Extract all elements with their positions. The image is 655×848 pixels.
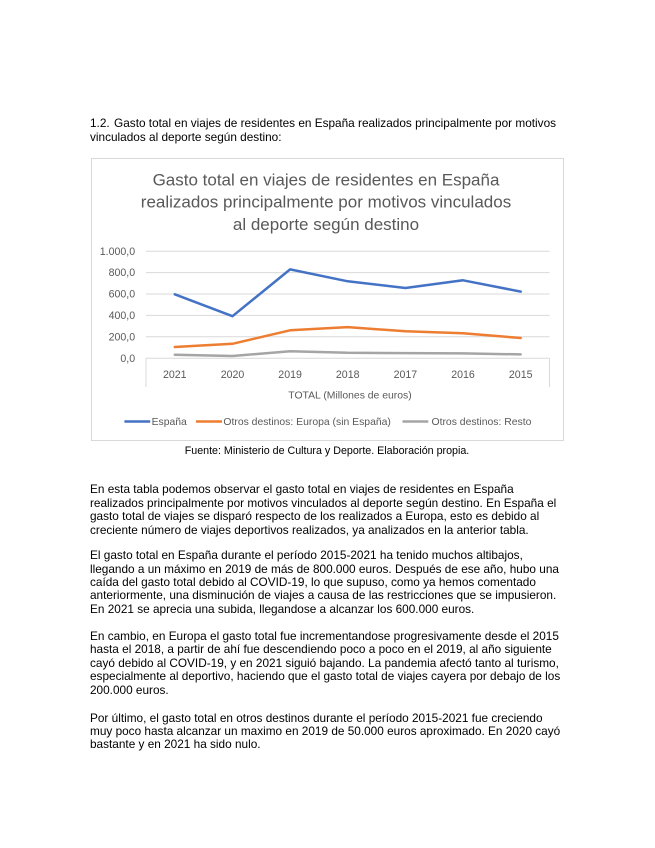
svg-text:2019: 2019 bbox=[278, 369, 302, 381]
svg-text:200,0: 200,0 bbox=[109, 331, 136, 343]
svg-text:0,0: 0,0 bbox=[120, 353, 135, 365]
svg-text:al deporte según destino: al deporte según destino bbox=[233, 215, 419, 234]
svg-text:2017: 2017 bbox=[394, 369, 418, 381]
svg-text:Gasto total en viajes de resid: Gasto total en viajes de residentes en E… bbox=[153, 171, 500, 190]
svg-text:Otros destinos: Europa (sin Es: Otros destinos: Europa (sin España) bbox=[223, 417, 391, 428]
svg-text:realizados principalmente por: realizados principalmente por motivos vi… bbox=[141, 193, 511, 212]
svg-text:600,0: 600,0 bbox=[109, 289, 136, 301]
svg-text:2021: 2021 bbox=[163, 369, 187, 381]
svg-text:Otros destinos: Resto: Otros destinos: Resto bbox=[432, 417, 532, 428]
svg-text:2018: 2018 bbox=[336, 369, 360, 381]
svg-text:2016: 2016 bbox=[451, 369, 475, 381]
svg-text:España: España bbox=[152, 417, 187, 428]
svg-text:2020: 2020 bbox=[221, 369, 245, 381]
svg-text:2015: 2015 bbox=[509, 369, 533, 381]
svg-text:1.000,0: 1.000,0 bbox=[100, 246, 135, 258]
svg-text:400,0: 400,0 bbox=[109, 310, 136, 322]
svg-text:TOTAL (Millones de euros): TOTAL (Millones de euros) bbox=[288, 391, 411, 402]
svg-text:800,0: 800,0 bbox=[109, 267, 136, 279]
